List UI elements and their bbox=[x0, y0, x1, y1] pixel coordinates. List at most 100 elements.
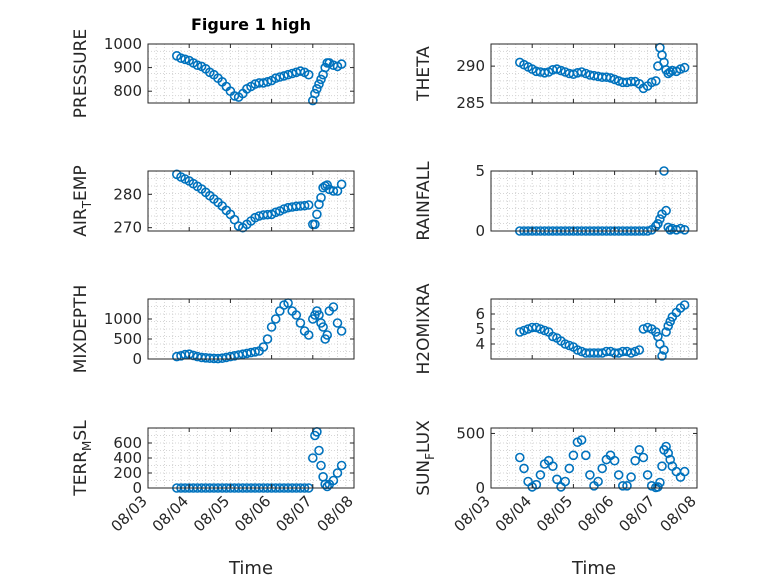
data-point bbox=[663, 448, 674, 458]
data-point bbox=[626, 348, 636, 358]
data-point bbox=[332, 468, 343, 478]
x-tick-label: 08/07 bbox=[272, 492, 315, 535]
y-tick-label: 200 bbox=[113, 464, 142, 482]
y-tick-label: 6 bbox=[475, 305, 485, 323]
x-axis-label-left: Time bbox=[228, 558, 273, 579]
data-point bbox=[314, 79, 324, 89]
data-point bbox=[314, 199, 324, 210]
data-point bbox=[679, 300, 690, 310]
data-point bbox=[519, 325, 529, 336]
minor-grid bbox=[490, 170, 698, 232]
axes-box bbox=[147, 43, 355, 104]
axes-box bbox=[490, 170, 698, 232]
data-point bbox=[556, 65, 566, 76]
data-point bbox=[642, 322, 653, 333]
data-point bbox=[229, 91, 240, 101]
data-point bbox=[661, 205, 671, 216]
y-tick-label: 800 bbox=[113, 82, 142, 100]
data-point bbox=[303, 330, 314, 340]
y-tick-label: 280 bbox=[113, 185, 142, 203]
y-tick-label: 5 bbox=[475, 162, 485, 180]
data-point bbox=[322, 481, 333, 492]
data-point bbox=[514, 452, 525, 463]
data-point bbox=[634, 345, 645, 355]
data-point bbox=[634, 444, 645, 455]
data-point bbox=[287, 68, 298, 79]
data-point bbox=[303, 200, 314, 210]
figure-title: Figure 1 high bbox=[191, 15, 311, 34]
series-sun-flux bbox=[514, 435, 690, 493]
data-point bbox=[192, 60, 203, 70]
y-axis-label-air-temp: AIRTEMP bbox=[71, 165, 94, 236]
axes-box bbox=[490, 43, 698, 104]
data-point bbox=[585, 470, 595, 480]
data-point bbox=[560, 339, 571, 349]
data-point bbox=[535, 324, 546, 334]
data-point bbox=[262, 334, 273, 344]
data-point bbox=[250, 346, 260, 357]
data-point bbox=[564, 340, 575, 351]
data-point bbox=[531, 322, 542, 333]
series-pressure bbox=[172, 50, 347, 106]
data-point bbox=[675, 223, 686, 234]
axes-box bbox=[490, 427, 698, 489]
y-tick-label: 500 bbox=[456, 424, 485, 442]
data-point bbox=[653, 219, 663, 229]
data-point bbox=[312, 84, 322, 94]
data-point bbox=[539, 68, 550, 78]
data-point bbox=[180, 54, 190, 65]
y-axis-label-rainfall: RAINFALL bbox=[414, 161, 434, 241]
data-point bbox=[270, 207, 281, 218]
data-point bbox=[580, 450, 591, 461]
minor-grid bbox=[490, 427, 698, 489]
data-point bbox=[650, 76, 661, 86]
data-point bbox=[661, 441, 671, 452]
y-tick-label: 285 bbox=[456, 94, 485, 112]
y-tick-label: 900 bbox=[113, 59, 142, 77]
x-tick-label: 08/06 bbox=[231, 492, 274, 535]
data-point bbox=[295, 318, 306, 328]
y-tick-label: 5 bbox=[475, 320, 485, 338]
data-point bbox=[312, 209, 322, 220]
data-point bbox=[564, 463, 575, 474]
data-point bbox=[665, 67, 676, 77]
data-point bbox=[316, 460, 326, 471]
y-tick-label: 0 bbox=[475, 222, 485, 240]
y-axis-label-mixdepth: MIXDEPTH bbox=[71, 285, 91, 374]
data-point bbox=[609, 455, 620, 466]
data-point bbox=[576, 435, 587, 445]
data-point bbox=[322, 330, 333, 340]
data-point bbox=[663, 321, 674, 331]
data-point bbox=[568, 450, 579, 461]
data-point bbox=[665, 454, 676, 465]
data-point bbox=[336, 179, 347, 190]
data-point bbox=[657, 351, 667, 361]
data-point bbox=[630, 455, 641, 466]
subplot-air-temp: 270 280 AIRTEMP bbox=[71, 165, 355, 237]
data-point bbox=[295, 66, 306, 76]
y-tick-label: 600 bbox=[113, 434, 142, 452]
data-point bbox=[336, 326, 347, 336]
data-point bbox=[622, 480, 632, 491]
data-point bbox=[675, 64, 686, 74]
subplot-mixdepth: 0 500 1000 MIXDEPTH bbox=[71, 285, 355, 374]
y-tick-label: 290 bbox=[456, 57, 485, 75]
data-point bbox=[328, 186, 339, 196]
data-point bbox=[552, 64, 562, 74]
x-tick-label: 08/07 bbox=[615, 492, 658, 535]
data-point bbox=[653, 482, 663, 492]
y-tick-label: 400 bbox=[113, 449, 142, 467]
data-point bbox=[539, 325, 550, 336]
x-tick-label: 08/08 bbox=[314, 492, 357, 535]
y-tick-label: 500 bbox=[113, 330, 142, 348]
y-tick-label: 270 bbox=[113, 219, 142, 237]
x-tick-label: 08/03 bbox=[108, 492, 151, 535]
data-point bbox=[679, 225, 690, 235]
data-point bbox=[291, 310, 302, 320]
data-point bbox=[279, 71, 289, 81]
data-point bbox=[328, 302, 339, 312]
data-point bbox=[310, 219, 320, 230]
data-point bbox=[328, 475, 339, 486]
data-point bbox=[318, 322, 328, 332]
